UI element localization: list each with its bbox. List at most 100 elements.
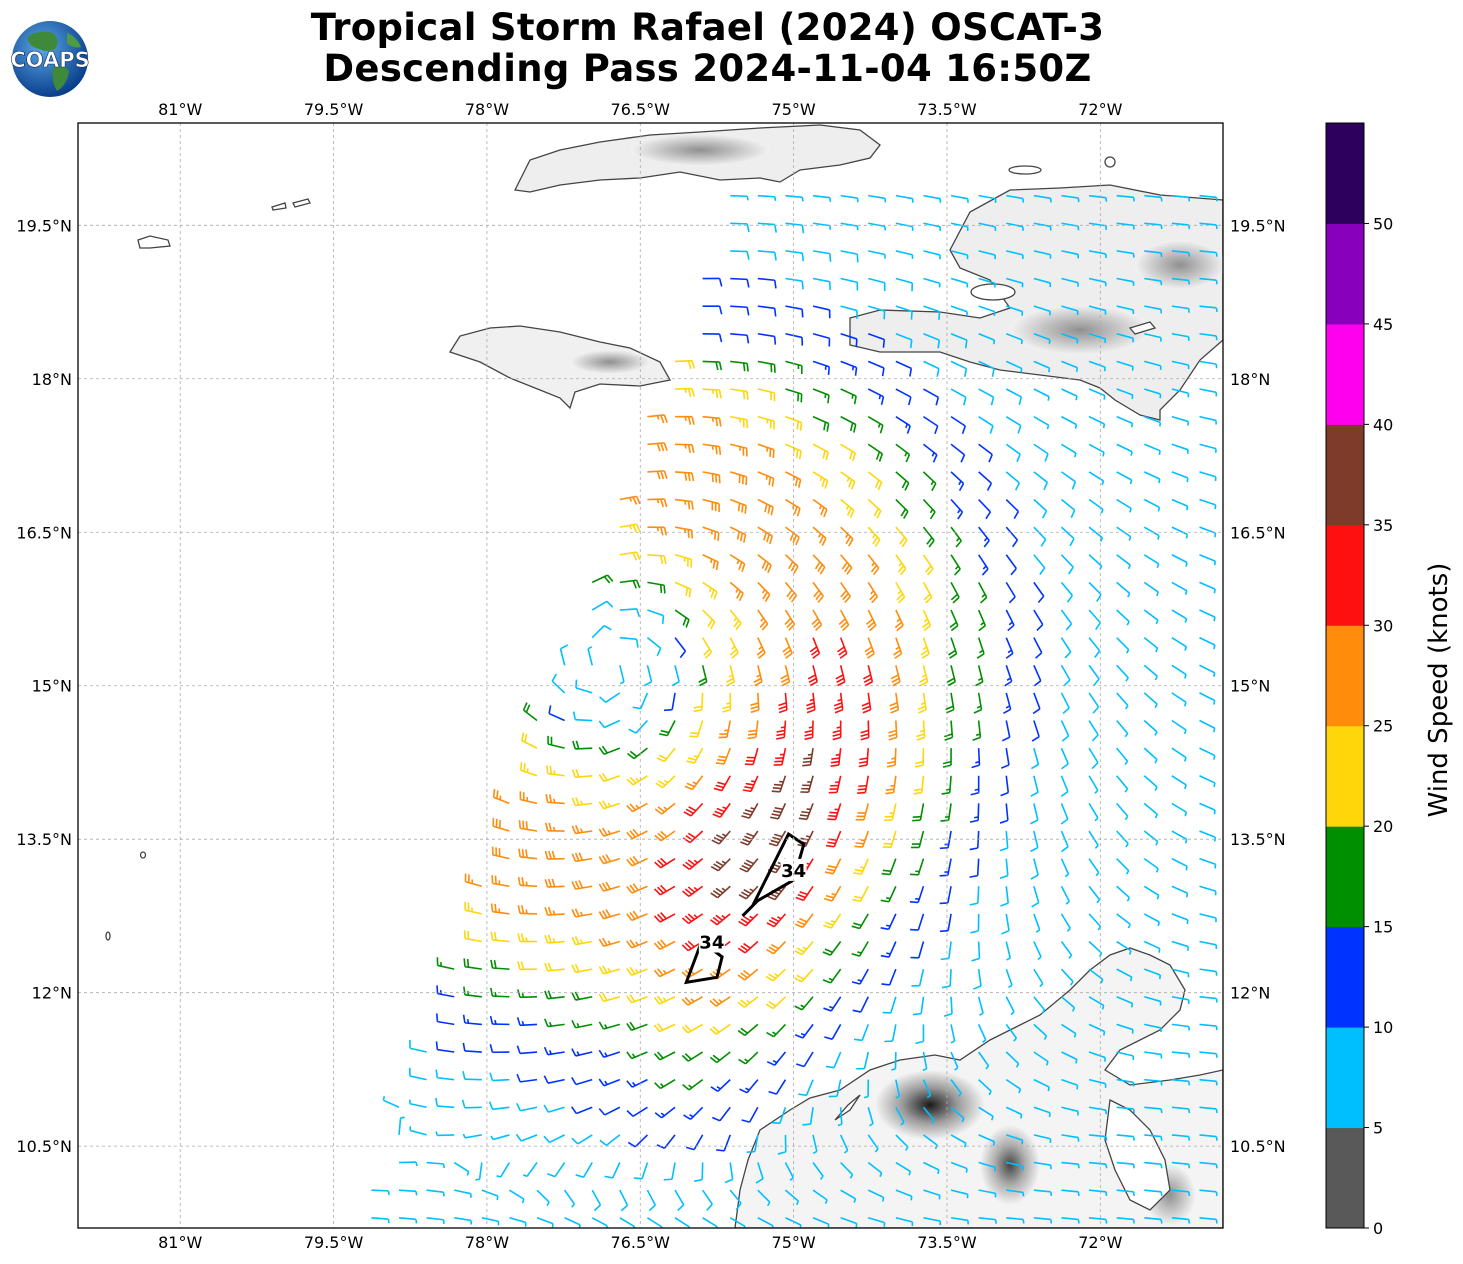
wind-barb xyxy=(794,968,814,983)
wind-barb xyxy=(868,1217,886,1227)
lon-tick-label-top: 78°W xyxy=(465,100,509,119)
wind-barb xyxy=(516,989,538,999)
wind-barb xyxy=(798,803,814,821)
wind-barb xyxy=(804,720,814,741)
wind-barb xyxy=(1088,664,1100,686)
wind-barb xyxy=(812,1189,828,1205)
wind-barb xyxy=(969,803,980,823)
wind-barb xyxy=(742,775,759,793)
wind-barb xyxy=(923,360,940,377)
wind-barb xyxy=(922,1051,928,1072)
wind-barb xyxy=(1060,526,1075,547)
wind-barb xyxy=(591,1189,602,1212)
wind-barb xyxy=(702,581,718,600)
wind-barb xyxy=(1005,941,1012,961)
wind-barb xyxy=(868,222,887,231)
wind-barb xyxy=(1061,1134,1080,1142)
wind-barb xyxy=(435,1013,455,1026)
wind-barb xyxy=(435,1097,455,1109)
wind-barb xyxy=(1144,332,1162,342)
wind-barb xyxy=(599,692,621,703)
wind-barb xyxy=(1061,305,1079,316)
lat-tick-label-right: 15°N xyxy=(1230,677,1270,696)
wind-barb xyxy=(626,1106,648,1118)
wind-barb xyxy=(812,222,832,230)
wind-barb xyxy=(1006,1161,1024,1171)
wind-barb xyxy=(757,332,777,345)
wind-barb xyxy=(1005,996,1015,1016)
wind-barb xyxy=(922,1079,932,1099)
wind-barb xyxy=(1144,968,1162,980)
wind-barb xyxy=(1143,857,1159,873)
wind-barb xyxy=(1199,913,1217,923)
wind-barb xyxy=(454,1189,472,1198)
wind-barb xyxy=(1199,664,1216,678)
wind-barb xyxy=(515,1133,538,1142)
wind-barb xyxy=(1088,1134,1108,1141)
wind-barb xyxy=(794,996,814,1011)
colorbar-tick-label: 5 xyxy=(1373,1119,1383,1138)
wind-barb xyxy=(1144,360,1162,370)
wind-barb xyxy=(785,222,805,234)
wind-barb xyxy=(682,858,704,871)
wind-barb xyxy=(619,1189,629,1212)
wind-barb xyxy=(1143,581,1160,597)
wind-barb xyxy=(1143,637,1159,653)
wind-barb xyxy=(1000,748,1010,769)
wind-barb xyxy=(1144,1189,1163,1197)
wind-barb xyxy=(1060,747,1069,770)
wind-barb xyxy=(1033,1216,1053,1224)
wind-barb xyxy=(784,609,796,631)
lat-tick-label-right: 12°N xyxy=(1230,984,1270,1003)
wind-barb xyxy=(971,748,981,769)
wind-barb xyxy=(812,277,832,290)
wind-barb xyxy=(508,1189,525,1204)
wind-barb xyxy=(598,909,621,920)
wind-barb xyxy=(523,1162,538,1178)
lon-tick-label-bottom: 78°W xyxy=(465,1233,509,1252)
wind-barb xyxy=(702,360,723,371)
wind-barb xyxy=(922,498,936,520)
wind-barb xyxy=(812,498,828,518)
wind-barb xyxy=(895,554,907,576)
wind-barb xyxy=(973,692,983,714)
wind-barb xyxy=(1171,305,1190,313)
logo-text: COAPS xyxy=(10,48,89,72)
wind-barb xyxy=(1088,360,1106,372)
wind-barb xyxy=(757,1189,771,1207)
wind-barb xyxy=(893,637,903,659)
wind-barb xyxy=(598,772,621,783)
wind-barb xyxy=(895,194,914,203)
wind-barb xyxy=(516,1017,538,1027)
wind-barb xyxy=(1116,747,1129,766)
wind-barb xyxy=(1199,857,1217,869)
wind-barb xyxy=(1000,886,1010,907)
wind-barb xyxy=(1088,775,1099,794)
wind-barb xyxy=(777,1134,787,1155)
wind-barb xyxy=(571,880,593,890)
wind-barb xyxy=(738,913,759,927)
wind-barb xyxy=(575,679,593,694)
wind-barb xyxy=(868,277,886,291)
wind-barb xyxy=(977,1024,987,1044)
wind-barb xyxy=(915,1024,925,1045)
wind-barb xyxy=(1199,332,1218,341)
wind-barb xyxy=(941,969,952,989)
wind-barb xyxy=(1088,388,1106,400)
lon-tick-label-top: 72°W xyxy=(1078,100,1122,119)
wind-barb xyxy=(950,250,969,260)
wind-barb xyxy=(1060,609,1073,631)
wind-barb xyxy=(978,498,992,520)
wind-barb xyxy=(1088,1189,1108,1197)
wind-barb xyxy=(978,1079,992,1096)
wind-barb xyxy=(1088,333,1107,343)
coaps-logo: COAPS xyxy=(10,21,90,97)
wind-barb xyxy=(729,498,747,514)
wind-barb xyxy=(646,637,662,657)
wind-barb xyxy=(867,1107,874,1127)
wind-barb xyxy=(702,1217,718,1228)
wind-barb xyxy=(730,471,748,486)
wind-barb xyxy=(1005,609,1015,632)
wind-barb xyxy=(840,1189,857,1203)
wind-barb xyxy=(1033,305,1051,316)
